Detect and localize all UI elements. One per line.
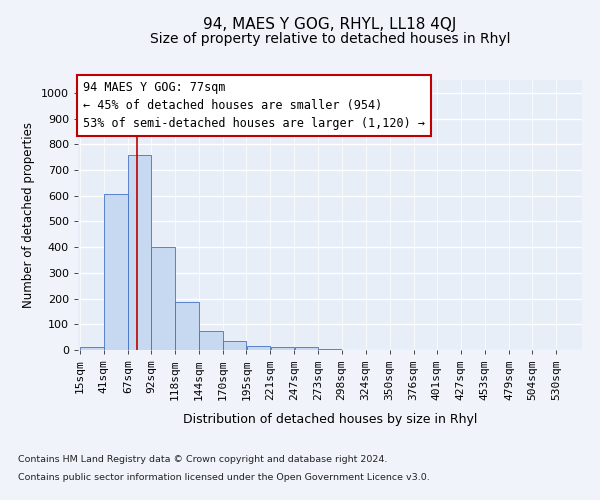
Y-axis label: Number of detached properties: Number of detached properties xyxy=(22,122,35,308)
Text: Distribution of detached houses by size in Rhyl: Distribution of detached houses by size … xyxy=(183,412,477,426)
Bar xyxy=(199,330,223,350)
Bar xyxy=(104,194,128,350)
Bar xyxy=(151,247,175,350)
Bar xyxy=(80,348,104,350)
Bar xyxy=(175,302,199,350)
Text: Contains HM Land Registry data © Crown copyright and database right 2024.: Contains HM Land Registry data © Crown c… xyxy=(18,455,388,464)
Bar xyxy=(223,341,246,350)
Text: Size of property relative to detached houses in Rhyl: Size of property relative to detached ho… xyxy=(150,32,510,46)
Bar xyxy=(271,348,294,350)
Bar xyxy=(319,348,341,350)
Text: 94, MAES Y GOG, RHYL, LL18 4QJ: 94, MAES Y GOG, RHYL, LL18 4QJ xyxy=(203,18,457,32)
Text: 94 MAES Y GOG: 77sqm
← 45% of detached houses are smaller (954)
53% of semi-deta: 94 MAES Y GOG: 77sqm ← 45% of detached h… xyxy=(83,82,425,130)
Bar xyxy=(128,154,151,350)
Bar xyxy=(295,348,318,350)
Bar xyxy=(247,346,270,350)
Text: Contains public sector information licensed under the Open Government Licence v3: Contains public sector information licen… xyxy=(18,472,430,482)
